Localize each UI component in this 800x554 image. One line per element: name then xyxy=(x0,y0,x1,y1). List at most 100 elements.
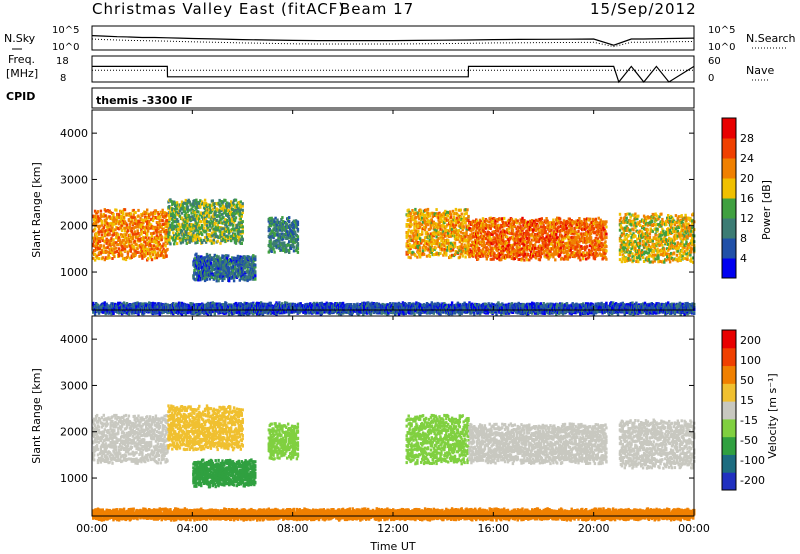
power-cell xyxy=(462,215,465,219)
nsearch-series-line xyxy=(91,38,695,48)
power-cell xyxy=(208,277,212,281)
power-cell xyxy=(127,213,131,217)
power-cell xyxy=(198,217,201,221)
power-cell xyxy=(483,219,487,223)
power-cell xyxy=(224,218,227,222)
power-cell xyxy=(503,232,507,236)
power-cell xyxy=(229,274,232,277)
power-cell xyxy=(149,232,153,236)
power-cell xyxy=(238,203,241,207)
power-cell xyxy=(460,251,463,255)
power-cell xyxy=(254,277,257,281)
power-cell xyxy=(206,259,210,263)
power-cell xyxy=(129,249,132,253)
power-cell xyxy=(503,216,506,220)
power-cell xyxy=(234,208,238,212)
power-cell xyxy=(414,242,417,246)
power-cell xyxy=(195,198,198,202)
power-cell xyxy=(172,215,175,219)
power-cell xyxy=(213,253,216,257)
power-cell xyxy=(101,236,104,240)
power-cell xyxy=(202,238,206,242)
power-cell xyxy=(421,253,424,257)
power-cell xyxy=(450,244,454,248)
power-cell xyxy=(231,212,235,215)
power-cell xyxy=(139,216,142,220)
power-cell xyxy=(144,246,147,250)
power-cell xyxy=(284,229,287,233)
power-cell xyxy=(502,222,505,225)
power-cell xyxy=(93,258,97,262)
power-cell xyxy=(160,224,163,228)
power-cell xyxy=(281,241,284,245)
power-cell xyxy=(223,269,226,273)
power-cell xyxy=(138,233,141,237)
power-cell xyxy=(241,202,244,206)
power-cell xyxy=(468,251,471,255)
power-cell xyxy=(496,256,499,260)
power-cell xyxy=(421,232,424,236)
power-cell xyxy=(437,225,440,229)
power-cell xyxy=(269,224,272,228)
power-cell xyxy=(208,203,212,207)
power-cell xyxy=(437,218,440,222)
power-cell xyxy=(144,245,147,249)
power-cell xyxy=(464,208,467,212)
power-cell xyxy=(238,265,241,269)
power-cell xyxy=(114,250,117,254)
power-cell xyxy=(166,219,169,223)
power-cell xyxy=(511,235,515,239)
power-cell xyxy=(237,201,241,204)
power-cell xyxy=(136,247,139,251)
power-cell xyxy=(503,254,506,258)
power-cell xyxy=(216,273,219,277)
power-cell xyxy=(454,235,458,239)
power-cell xyxy=(472,247,475,251)
power-cell xyxy=(469,227,472,231)
power-cell xyxy=(120,214,124,218)
power-cell xyxy=(158,215,161,219)
power-cell xyxy=(254,274,257,278)
nave-tick-top: 60 xyxy=(708,56,721,67)
power-cell xyxy=(499,238,502,242)
power-cell xyxy=(426,215,430,219)
power-cell xyxy=(195,228,198,232)
power-cell xyxy=(202,256,205,260)
power-cell xyxy=(422,217,426,220)
power-cell xyxy=(141,256,144,260)
power-cell xyxy=(639,257,642,261)
power-cell xyxy=(494,222,497,226)
power-cell xyxy=(160,213,163,217)
power-cell xyxy=(113,244,116,248)
power-cell xyxy=(633,256,636,260)
power-cell xyxy=(144,254,147,257)
power-cell xyxy=(140,242,143,246)
power-cell xyxy=(98,224,102,228)
power-cell xyxy=(182,206,186,210)
power-cell xyxy=(234,234,238,238)
power-cell xyxy=(101,239,104,242)
power-cell xyxy=(456,251,460,255)
power-cell xyxy=(516,227,519,231)
power-cell xyxy=(454,223,458,227)
power-cell xyxy=(270,216,273,220)
power-cell xyxy=(239,270,242,273)
power-cell xyxy=(123,236,127,240)
power-cell xyxy=(605,232,608,236)
power-cell xyxy=(237,260,241,264)
power-cell xyxy=(201,233,204,237)
power-cell xyxy=(239,255,242,259)
power-cell xyxy=(227,204,230,208)
power-cell xyxy=(92,251,95,255)
power-cell xyxy=(233,260,237,264)
power-cell xyxy=(235,270,239,274)
power-cell xyxy=(502,236,505,240)
power-cell xyxy=(527,253,530,256)
power-cell xyxy=(628,212,631,216)
power-cell xyxy=(409,245,412,249)
power-cell xyxy=(196,260,199,264)
power-cell xyxy=(421,212,425,216)
power-cell xyxy=(134,222,137,225)
power-cell xyxy=(211,199,214,203)
power-cell xyxy=(536,246,540,250)
